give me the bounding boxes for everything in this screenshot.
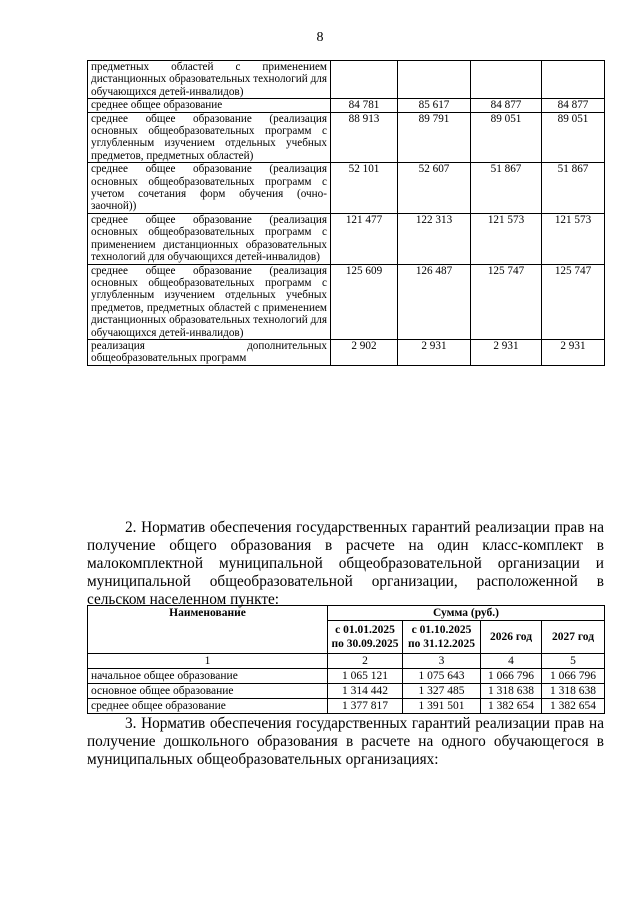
row-value: 51 867 — [470, 162, 542, 214]
row-value: 52 607 — [397, 162, 471, 214]
row-value: 84 877 — [470, 98, 542, 113]
table-row: начальное общее образование 1 065 121 1 07… — [87, 668, 606, 684]
row-value: 1 066 796 — [540, 668, 606, 684]
row-value — [330, 59, 398, 100]
header-col-5: 2027 год — [540, 620, 606, 654]
row-value — [470, 59, 542, 100]
header-name: Наименование — [87, 605, 328, 654]
row-value — [541, 59, 605, 100]
column-number: 3 — [402, 653, 481, 669]
row-value: 52 101 — [330, 162, 398, 214]
row-value: 1 066 796 — [480, 668, 542, 684]
row-value: 2 931 — [470, 338, 542, 366]
row-value: 89 791 — [397, 111, 471, 164]
row-value: 122 313 — [397, 212, 471, 265]
row-name: начальное общее образование — [87, 668, 328, 684]
row-value: 126 487 — [397, 263, 471, 340]
row-value: 85 617 — [397, 98, 471, 113]
row-value: 1 382 654 — [540, 698, 606, 714]
row-value: 89 051 — [470, 111, 542, 164]
row-value: 1 382 654 — [480, 698, 542, 714]
table-row: реализация дополнительных общеобразовате… — [87, 338, 605, 366]
column-number: 2 — [327, 653, 403, 669]
row-value: 1 377 817 — [327, 698, 403, 714]
row-value: 1 075 643 — [402, 668, 481, 684]
class-complex-normative-table: Наименование Сумма (руб.) с 01.01.2025 п… — [87, 605, 606, 714]
page-number: 8 — [316, 30, 324, 45]
row-value: 2 931 — [541, 338, 605, 366]
column-number: 5 — [540, 653, 606, 669]
row-value: 1 318 638 — [540, 683, 606, 699]
row-value: 1 314 442 — [327, 683, 403, 699]
paragraph-2: 2. Норматив обеспечения государственных … — [87, 519, 604, 608]
row-value: 51 867 — [541, 162, 605, 214]
header-col-2: с 01.01.2025 по 30.09.2025 — [327, 620, 403, 654]
column-number: 1 — [87, 653, 328, 669]
row-value: 121 573 — [541, 212, 605, 265]
row-value: 121 573 — [470, 212, 542, 265]
normative-table-continued: предметных областей с применением дистан… — [87, 59, 605, 366]
row-value: 84 781 — [330, 98, 398, 113]
row-value: 1 318 638 — [480, 683, 542, 699]
row-value: 1 391 501 — [402, 698, 481, 714]
row-value: 125 747 — [541, 263, 605, 340]
table-row: среднее общее образование 84 781 85 617 84 … — [87, 98, 605, 113]
row-name: среднее общее образование — [87, 698, 328, 714]
header-col-4: 2026 год — [480, 620, 542, 654]
table-row: предметных областей с применением дистан… — [87, 59, 605, 100]
table-row: среднее общее образование (реализация ос… — [87, 263, 605, 340]
row-value: 2 902 — [330, 338, 398, 366]
row-name: предметных областей с применением дистан… — [87, 59, 331, 100]
row-name: среднее общее образование (реализация ос… — [87, 212, 331, 265]
row-value: 121 477 — [330, 212, 398, 265]
row-name: среднее общее образование (реализация ос… — [87, 162, 331, 214]
table-row: основное общее образование 1 314 442 1 327… — [87, 683, 606, 699]
header-sum: Сумма (руб.) — [326, 605, 606, 621]
column-number: 4 — [480, 653, 542, 669]
row-name: среднее общее образование — [87, 98, 331, 113]
row-name: реализация дополнительных общеобразовате… — [87, 338, 331, 366]
row-name: среднее общее образование (реализация ос… — [87, 263, 331, 340]
row-value: 125 747 — [470, 263, 542, 340]
row-value: 1 327 485 — [402, 683, 481, 699]
row-value: 125 609 — [330, 263, 398, 340]
table-row: среднее общее образование (реализация ос… — [87, 212, 605, 265]
row-value: 2 931 — [397, 338, 471, 366]
row-value: 88 913 — [330, 111, 398, 164]
paragraph-3: 3. Норматив обеспечения государственных … — [87, 715, 604, 768]
table-row: среднее общее образование (реализация ос… — [87, 111, 605, 164]
row-name: основное общее образование — [87, 683, 328, 699]
row-value: 89 051 — [541, 111, 605, 164]
row-value — [397, 59, 471, 100]
row-value: 84 877 — [541, 98, 605, 113]
table-row: среднее общее образование 1 377 817 1 391 … — [87, 698, 606, 714]
table-row: среднее общее образование (реализация ос… — [87, 162, 605, 214]
row-name: среднее общее образование (реализация ос… — [87, 111, 331, 164]
header-col-3: с 01.10.2025 по 31.12.2025 — [402, 620, 481, 654]
row-value: 1 065 121 — [327, 668, 403, 684]
